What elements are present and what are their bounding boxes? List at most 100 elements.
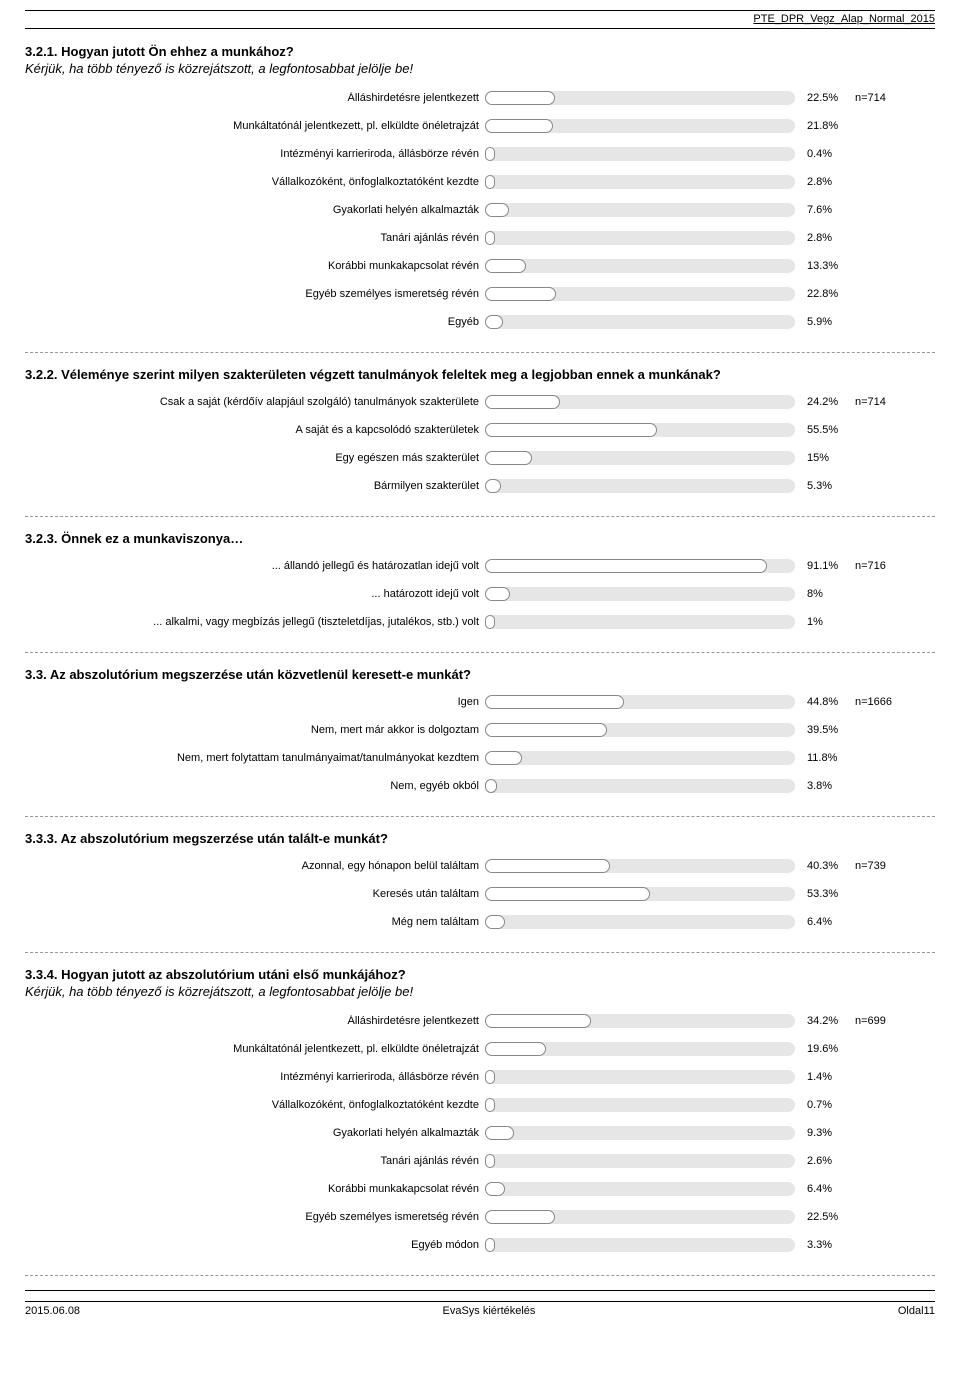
bar-percent: 6.4% — [795, 916, 855, 928]
bar-track — [485, 1154, 795, 1168]
question-title: 3.2.3. Önnek ez a munkaviszonya… — [25, 531, 935, 546]
bar-fill — [485, 315, 503, 329]
bar-row: Nem, mert folytattam tanulmányaimat/tanu… — [25, 746, 935, 770]
bar-label: Álláshirdetésre jelentkezett — [25, 1015, 485, 1027]
bar-label: Tanári ajánlás révén — [25, 1155, 485, 1167]
bar-row: ... állandó jellegű és határozatlan idej… — [25, 554, 935, 578]
bar-row: Egyéb személyes ismeretség révén22.8% — [25, 282, 935, 306]
bar-row: Álláshirdetésre jelentkezett34.2%n=699 — [25, 1009, 935, 1033]
bar-track — [485, 695, 795, 709]
bar-percent: 3.8% — [795, 780, 855, 792]
question-section: 3.2.2. Véleménye szerint milyen szakterü… — [25, 367, 935, 498]
bar-row: Tanári ajánlás révén 2.8% — [25, 226, 935, 250]
question-title: 3.3.4. Hogyan jutott az abszolutórium ut… — [25, 967, 935, 982]
bar-label: Korábbi munkakapcsolat révén — [25, 260, 485, 272]
sections-container: 3.2.1. Hogyan jutott Ön ehhez a munkához… — [25, 44, 935, 1276]
bar-n: n=699 — [855, 1015, 915, 1027]
bar-n: n=739 — [855, 860, 915, 872]
bar-track — [485, 779, 795, 793]
bar-percent: 7.6% — [795, 204, 855, 216]
bar-percent: 8% — [795, 588, 855, 600]
bar-percent: 24.2% — [795, 396, 855, 408]
bar-label: ... alkalmi, vagy megbízás jellegű (tisz… — [25, 616, 485, 628]
bar-fill — [485, 587, 510, 601]
bar-row: Nem, egyéb okból3.8% — [25, 774, 935, 798]
bar-row: Munkáltatónál jelentkezett, pl. elküldte… — [25, 1037, 935, 1061]
bar-fill — [485, 175, 495, 189]
bar-track — [485, 315, 795, 329]
bar-percent: 40.3% — [795, 860, 855, 872]
bar-row: Egyéb módon3.3% — [25, 1233, 935, 1257]
bar-label: Intézményi karrieriroda, állásbörze révé… — [25, 1071, 485, 1083]
footer: 2015.06.08 EvaSys kiértékelés Oldal11 — [25, 1301, 935, 1317]
question-section: 3.3.4. Hogyan jutott az abszolutórium ut… — [25, 967, 935, 1257]
bar-fill — [485, 1042, 546, 1056]
section-separator — [25, 816, 935, 817]
bar-track — [485, 615, 795, 629]
bar-track — [485, 479, 795, 493]
bar-label: A saját és a kapcsolódó szakterületek — [25, 424, 485, 436]
bar-track — [485, 1098, 795, 1112]
bar-row: Csak a saját (kérdőív alapjául szolgáló)… — [25, 390, 935, 414]
bar-track — [485, 395, 795, 409]
bar-n: n=716 — [855, 560, 915, 572]
bar-n: n=1666 — [855, 696, 915, 708]
bar-track — [485, 1182, 795, 1196]
bar-row: ... alkalmi, vagy megbízás jellegű (tisz… — [25, 610, 935, 634]
bar-label: Gyakorlati helyén alkalmazták — [25, 1127, 485, 1139]
bar-fill — [485, 859, 610, 873]
bar-percent: 5.9% — [795, 316, 855, 328]
bar-label: Gyakorlati helyén alkalmazták — [25, 204, 485, 216]
bar-row: Tanári ajánlás révén2.6% — [25, 1149, 935, 1173]
bar-fill — [485, 231, 495, 245]
bar-percent: 1% — [795, 616, 855, 628]
bar-row: Bármilyen szakterület5.3% — [25, 474, 935, 498]
question-subtitle: Kérjük, ha több tényező is közrejátszott… — [25, 61, 935, 76]
section-separator — [25, 352, 935, 353]
bar-label: Igen — [25, 696, 485, 708]
bar-row: ... határozott idejű volt8% — [25, 582, 935, 606]
bar-track — [485, 147, 795, 161]
section-separator — [25, 952, 935, 953]
bar-label: Egy egészen más szakterület — [25, 452, 485, 464]
bar-track — [485, 723, 795, 737]
header-rule-top — [25, 10, 935, 11]
bar-fill — [485, 479, 501, 493]
bar-row: Egyéb 5.9% — [25, 310, 935, 334]
bar-fill — [485, 91, 555, 105]
bar-track — [485, 887, 795, 901]
bar-fill — [485, 559, 767, 573]
question-section: 3.3.3. Az abszolutórium megszerzése után… — [25, 831, 935, 934]
bar-label: Vállalkozóként, önfoglalkoztatóként kezd… — [25, 176, 485, 188]
bar-track — [485, 559, 795, 573]
bar-fill — [485, 779, 497, 793]
bar-fill — [485, 723, 607, 737]
bar-percent: 6.4% — [795, 1183, 855, 1195]
bar-percent: 5.3% — [795, 480, 855, 492]
bar-label: Egyéb — [25, 316, 485, 328]
bar-row: Intézményi karrieriroda, állásbörze révé… — [25, 142, 935, 166]
bar-fill — [485, 1238, 495, 1252]
bar-label: Munkáltatónál jelentkezett, pl. elküldte… — [25, 120, 485, 132]
bar-track — [485, 287, 795, 301]
bar-fill — [485, 1182, 505, 1196]
question-title: 3.3. Az abszolutórium megszerzése után k… — [25, 667, 935, 682]
bar-row: Álláshirdetésre jelentkezett22.5%n=714 — [25, 86, 935, 110]
section-separator — [25, 1275, 935, 1276]
bar-fill — [485, 1098, 495, 1112]
bar-fill — [485, 695, 624, 709]
bar-percent: 55.5% — [795, 424, 855, 436]
bar-percent: 9.3% — [795, 1127, 855, 1139]
bar-percent: 2.8% — [795, 176, 855, 188]
bar-fill — [485, 751, 522, 765]
bar-label: Tanári ajánlás révén — [25, 232, 485, 244]
bar-percent: 2.8% — [795, 232, 855, 244]
bar-fill — [485, 1210, 555, 1224]
question-section: 3.3. Az abszolutórium megszerzése után k… — [25, 667, 935, 798]
bar-label: Egyéb módon — [25, 1239, 485, 1251]
question-subtitle: Kérjük, ha több tényező is közrejátszott… — [25, 984, 935, 999]
bar-fill — [485, 203, 509, 217]
bar-n: n=714 — [855, 92, 915, 104]
bar-track — [485, 175, 795, 189]
bar-track — [485, 451, 795, 465]
